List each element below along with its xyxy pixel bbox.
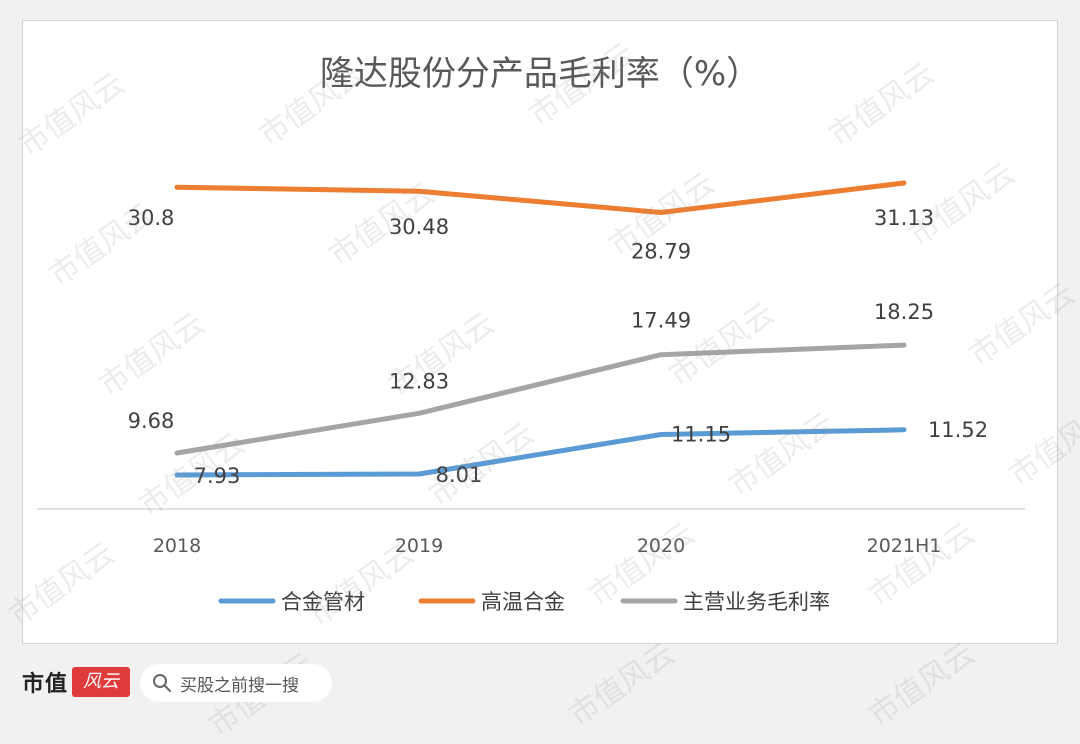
chart-title: 隆达股份分产品毛利率（%） [320, 54, 760, 94]
brand-logo: 市值 风云 [22, 666, 131, 698]
legend-label-1: 高温合金 [481, 590, 565, 614]
brand-text: 市值 [22, 672, 69, 697]
data-label: 8.01 [436, 463, 483, 487]
series-line-0 [174, 427, 907, 478]
footer-bar: 市值 风云 买股之前搜一搜 [0, 650, 1080, 718]
data-label: 18.25 [874, 300, 934, 324]
legend-label-2: 主营业务毛利率 [683, 590, 830, 614]
data-label: 30.8 [128, 206, 175, 230]
x-tick-label: 2019 [395, 535, 443, 557]
line-chart: 隆达股份分产品毛利率（%） 2018 2019 2020 2021H1 7.93 8.01 1… [37, 54, 1025, 614]
data-label: 9.68 [128, 409, 175, 433]
data-label: 30.48 [389, 215, 449, 239]
data-label: 11.15 [671, 422, 731, 446]
series-line-2 [174, 342, 907, 456]
chart-card: 隆达股份分产品毛利率（%） 2018 2019 2020 2021H1 7.93 8.01 1… [22, 20, 1058, 644]
search-placeholder: 买股之前搜一搜 [180, 675, 299, 696]
search-icon [153, 674, 171, 692]
data-label: 28.79 [631, 239, 691, 263]
data-label: 7.93 [194, 464, 241, 488]
x-tick-label: 2021H1 [867, 535, 942, 557]
data-label: 11.52 [928, 418, 988, 442]
search-box[interactable]: 买股之前搜一搜 [140, 664, 332, 702]
x-tick-label: 2020 [637, 535, 685, 557]
x-tick-label: 2018 [153, 535, 201, 557]
legend-label-0: 合金管材 [281, 590, 365, 614]
data-label: 12.83 [389, 369, 449, 393]
data-label: 17.49 [631, 309, 691, 333]
data-label: 31.13 [874, 206, 934, 230]
brand-mark: 风云 [72, 667, 131, 697]
series-line-1 [174, 180, 907, 215]
